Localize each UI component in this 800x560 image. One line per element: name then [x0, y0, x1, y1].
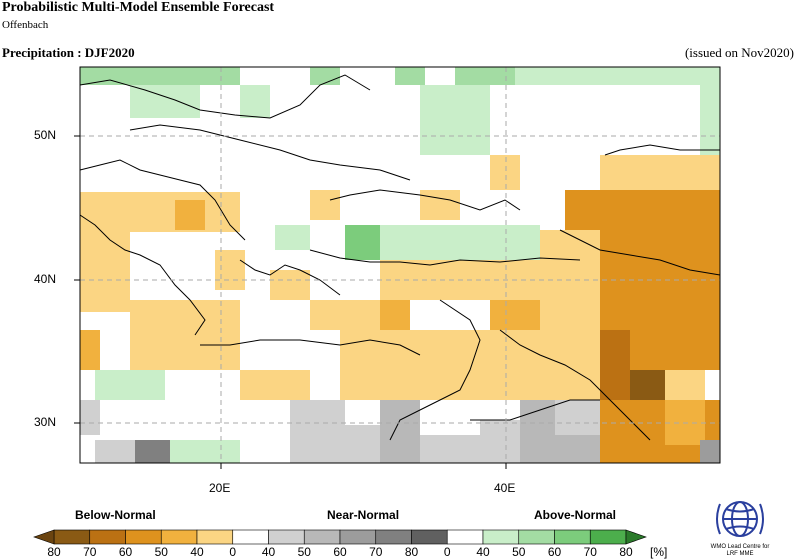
colorbar-label: 80 — [47, 545, 61, 559]
colorbar-segment — [232, 529, 269, 545]
logo-caption: WMO Lead Centre for LRF MME — [710, 544, 770, 557]
colorbar-label: 40 — [476, 545, 490, 559]
colorbar-segment — [554, 529, 591, 545]
colorbar-segment — [53, 529, 91, 545]
colorbar-label: 70 — [583, 545, 597, 559]
colorbar-segment — [446, 529, 484, 545]
colorbar-label: 50 — [297, 545, 311, 559]
legend-below-normal: Below-Normal — [75, 508, 156, 522]
lat-tick-40n: 40N — [34, 272, 57, 286]
wmo-logo-icon — [716, 501, 764, 537]
colorbar-segment — [125, 529, 162, 545]
colorbar-segment — [160, 529, 198, 545]
lat-tick-30n: 30N — [34, 415, 57, 429]
colorbar-segment — [518, 529, 555, 545]
graticule — [80, 67, 720, 463]
colorbar-segment — [196, 529, 234, 545]
colorbar-segment — [303, 529, 341, 545]
page-subtitle: Offenbach — [2, 19, 49, 31]
colorbar-label: 40 — [261, 545, 276, 559]
colorbar-segment — [482, 529, 520, 545]
colorbar-segment — [375, 529, 412, 545]
map-frame — [79, 66, 721, 464]
issued-label: (issued on Nov2020) — [684, 45, 794, 60]
colorbar-arrow-right — [625, 529, 647, 545]
colorbar-segment — [589, 529, 627, 545]
colorbar-label: 60 — [118, 545, 133, 559]
lat-tick-50n: 50N — [34, 128, 57, 142]
colorbar-arrow-left — [33, 529, 55, 545]
colorbar-segment — [339, 529, 377, 545]
colorbar-segment — [89, 529, 126, 545]
colorbar-label: 60 — [333, 545, 347, 559]
colorbar-label: 80 — [619, 545, 633, 559]
colorbar-label: 80 — [404, 545, 419, 559]
colorbar-label: 60 — [547, 545, 562, 559]
lon-tick-20e: 20E — [209, 481, 231, 495]
lon-tick-40e: 40E — [494, 481, 516, 495]
colorbar-unit: [%] — [650, 545, 668, 559]
colorbar — [33, 529, 647, 545]
colorbar-label: 50 — [512, 545, 526, 559]
colorbar-label: 50 — [154, 545, 168, 559]
variable-label: Precipitation : DJF2020 — [2, 45, 135, 60]
colorbar-segment — [411, 529, 448, 545]
colorbar-label: 70 — [83, 545, 97, 559]
colorbar-label: 0 — [229, 545, 237, 559]
colorbar-label: 40 — [190, 545, 204, 559]
colorbar-label: 0 — [443, 545, 451, 559]
colorbar-segment — [268, 529, 305, 545]
page-title: Probabilistic Multi-Model Ensemble Forec… — [2, 0, 275, 15]
colorbar-label: 70 — [369, 545, 383, 559]
legend-above-normal: Above-Normal — [534, 508, 617, 522]
probability-cells — [80, 67, 720, 463]
coastlines — [79, 74, 721, 441]
legend-near-normal: Near-Normal — [327, 508, 400, 522]
